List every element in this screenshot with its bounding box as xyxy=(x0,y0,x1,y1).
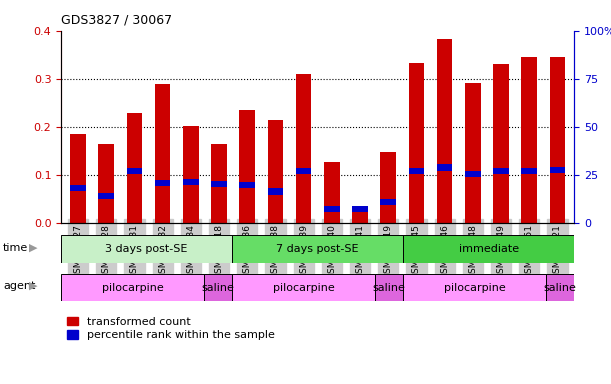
Bar xyxy=(70,134,86,223)
Bar xyxy=(465,83,481,223)
Text: 3 days post-SE: 3 days post-SE xyxy=(106,244,188,254)
Bar xyxy=(437,40,452,223)
Bar xyxy=(437,164,452,170)
Text: saline: saline xyxy=(373,283,406,293)
Text: saline: saline xyxy=(544,283,577,293)
Bar xyxy=(296,74,312,223)
Bar xyxy=(381,152,396,223)
Bar xyxy=(203,274,232,301)
Bar xyxy=(521,168,537,174)
Bar xyxy=(381,199,396,205)
Bar xyxy=(409,168,424,174)
Legend: transformed count, percentile rank within the sample: transformed count, percentile rank withi… xyxy=(67,316,274,340)
Bar xyxy=(240,182,255,189)
Bar xyxy=(268,189,283,195)
Bar xyxy=(353,206,368,212)
Bar xyxy=(493,65,509,223)
Bar xyxy=(70,185,86,191)
Bar xyxy=(61,235,232,263)
Bar xyxy=(240,111,255,223)
Bar xyxy=(546,274,574,301)
Bar xyxy=(324,162,340,223)
Bar xyxy=(550,167,565,173)
Bar xyxy=(296,168,312,174)
Bar xyxy=(403,235,574,263)
Bar xyxy=(465,171,481,177)
Bar xyxy=(268,119,283,223)
Text: 7 days post-SE: 7 days post-SE xyxy=(276,244,359,254)
Bar xyxy=(550,57,565,223)
Text: pilocarpine: pilocarpine xyxy=(444,283,505,293)
Bar xyxy=(353,207,368,223)
Bar xyxy=(98,193,114,199)
Bar xyxy=(493,168,509,174)
Bar xyxy=(232,235,403,263)
Bar xyxy=(409,63,424,223)
Bar xyxy=(232,274,375,301)
Bar xyxy=(126,113,142,223)
Text: pilocarpine: pilocarpine xyxy=(273,283,334,293)
Text: ▶: ▶ xyxy=(29,243,38,253)
Text: immediate: immediate xyxy=(459,244,519,254)
Bar xyxy=(211,181,227,187)
Text: ▶: ▶ xyxy=(29,281,38,291)
Bar xyxy=(211,144,227,223)
Bar xyxy=(521,57,537,223)
Bar xyxy=(155,84,170,223)
Bar xyxy=(155,180,170,186)
Bar xyxy=(61,274,203,301)
Bar xyxy=(126,168,142,174)
Bar xyxy=(183,179,199,185)
Text: saline: saline xyxy=(202,283,235,293)
Text: agent: agent xyxy=(3,281,35,291)
Text: GDS3827 / 30067: GDS3827 / 30067 xyxy=(61,13,172,26)
Bar xyxy=(403,274,546,301)
Bar xyxy=(183,126,199,223)
Text: time: time xyxy=(3,243,28,253)
Bar xyxy=(324,206,340,212)
Bar xyxy=(98,144,114,223)
Text: pilocarpine: pilocarpine xyxy=(101,283,163,293)
Bar xyxy=(375,274,403,301)
